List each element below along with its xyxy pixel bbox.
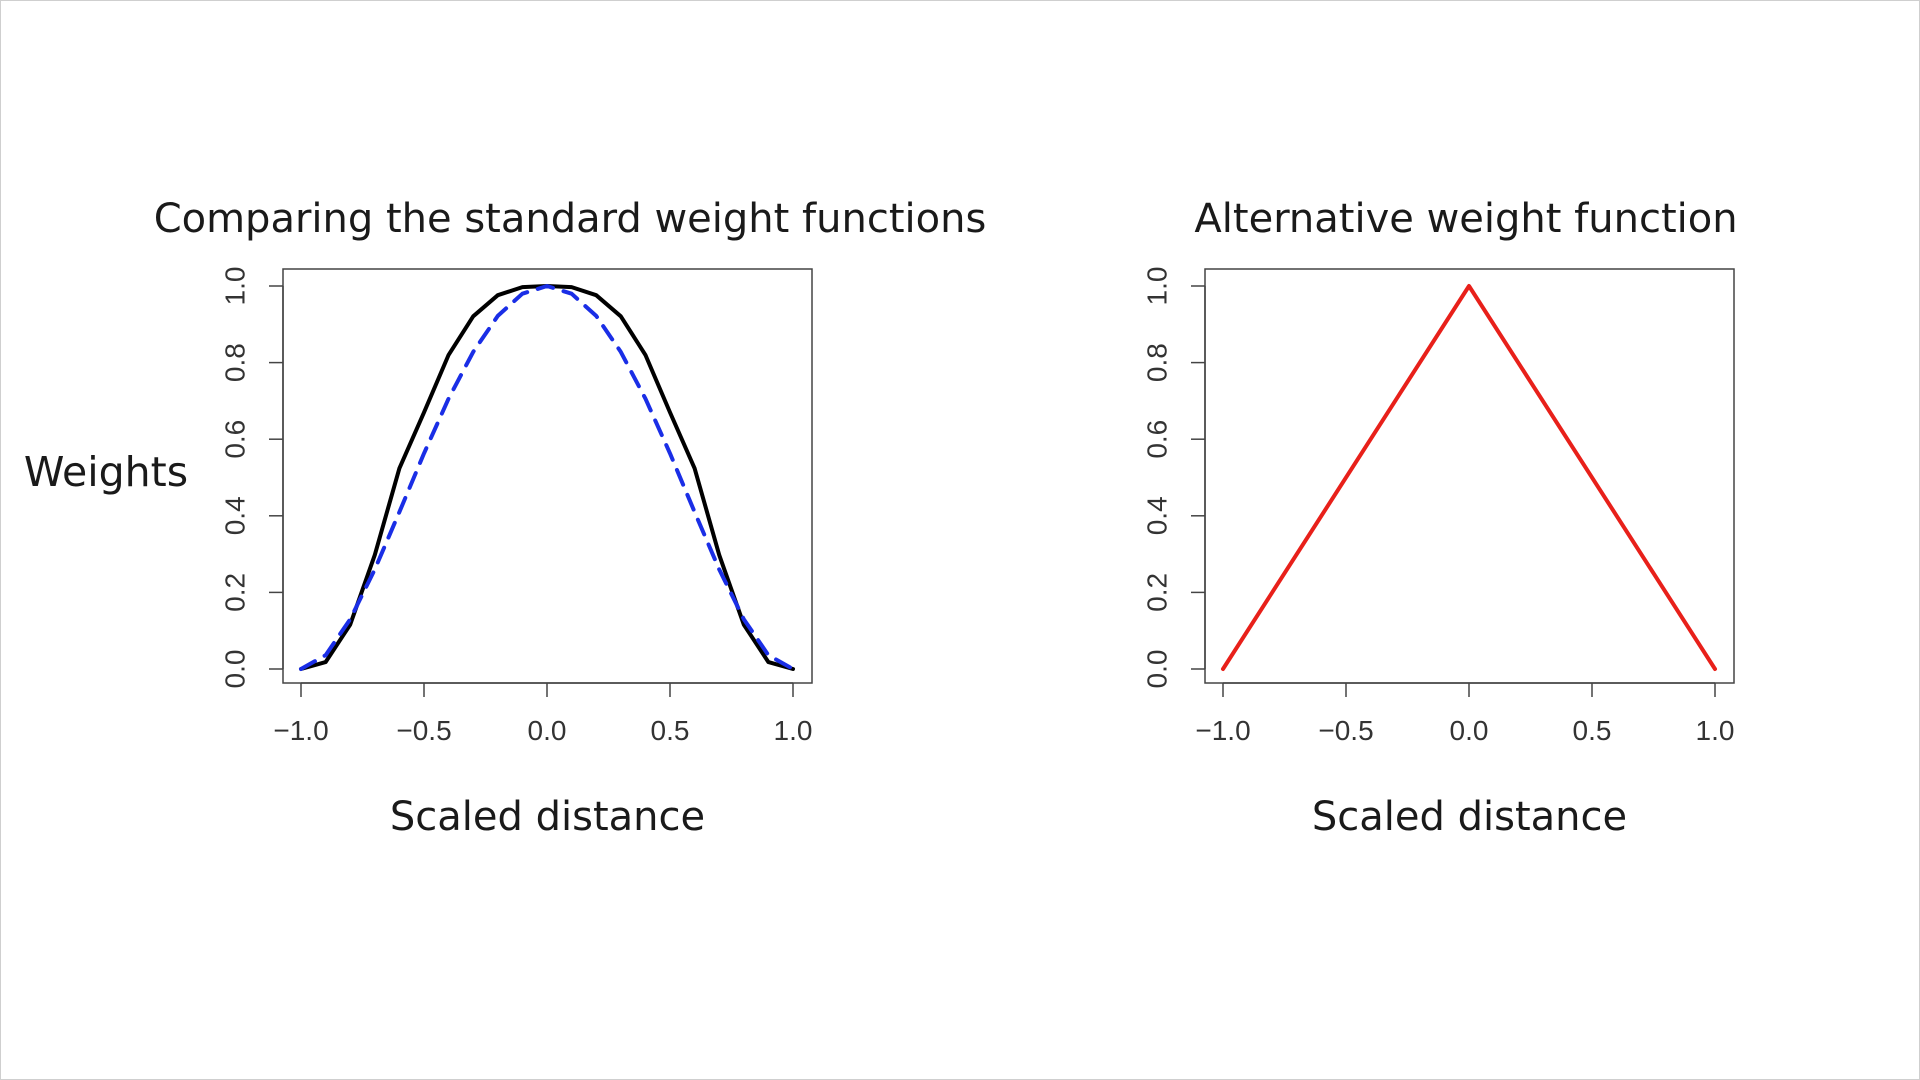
series-line-triangular	[1221, 284, 1717, 671]
x-tick-label: 0.5	[651, 715, 690, 746]
y-tick-label: 0.8	[1142, 343, 1173, 382]
plot-area-border	[282, 268, 813, 684]
x-tick-label: 1.0	[1696, 715, 1735, 746]
chart-title: Comparing the standard weight functions	[154, 196, 987, 242]
y-tick-label: 0.8	[220, 343, 251, 382]
x-tick-label: −1.0	[273, 715, 328, 746]
y-tick-label: 0.2	[220, 573, 251, 612]
x-tick-label: 0.0	[1450, 715, 1489, 746]
y-tick-label: 1.0	[220, 267, 251, 306]
x-axis-label: Scaled distance	[390, 794, 705, 840]
x-tick-label: −0.5	[396, 715, 451, 746]
x-axis-label: Scaled distance	[1312, 794, 1627, 840]
series-line-tricube	[299, 284, 795, 671]
series-line-biweight	[299, 284, 795, 671]
x-tick-label: 1.0	[774, 715, 813, 746]
y-tick-label: 0.4	[1142, 496, 1173, 535]
x-tick-label: −0.5	[1318, 715, 1373, 746]
x-tick-label: 0.5	[1573, 715, 1612, 746]
plot-area-border	[1204, 268, 1735, 684]
y-tick-label: 1.0	[1142, 267, 1173, 306]
y-tick-label: 0.4	[220, 496, 251, 535]
y-tick-label: 0.2	[1142, 573, 1173, 612]
y-tick-label: 0.0	[1142, 650, 1173, 689]
y-tick-label: 0.0	[220, 650, 251, 689]
x-tick-label: −1.0	[1195, 715, 1250, 746]
chart-title: Alternative weight function	[1194, 196, 1737, 242]
shared-y-axis-label: Weights	[24, 448, 188, 496]
chart-panel-left: Comparing the standard weight functions −…	[154, 196, 987, 840]
y-tick-label: 0.6	[1142, 420, 1173, 459]
x-tick-label: 0.0	[528, 715, 567, 746]
y-tick-label: 0.6	[220, 420, 251, 459]
chart-panel-right: Alternative weight function −1.0 −0.5 0.0 0.…	[1142, 196, 1738, 840]
